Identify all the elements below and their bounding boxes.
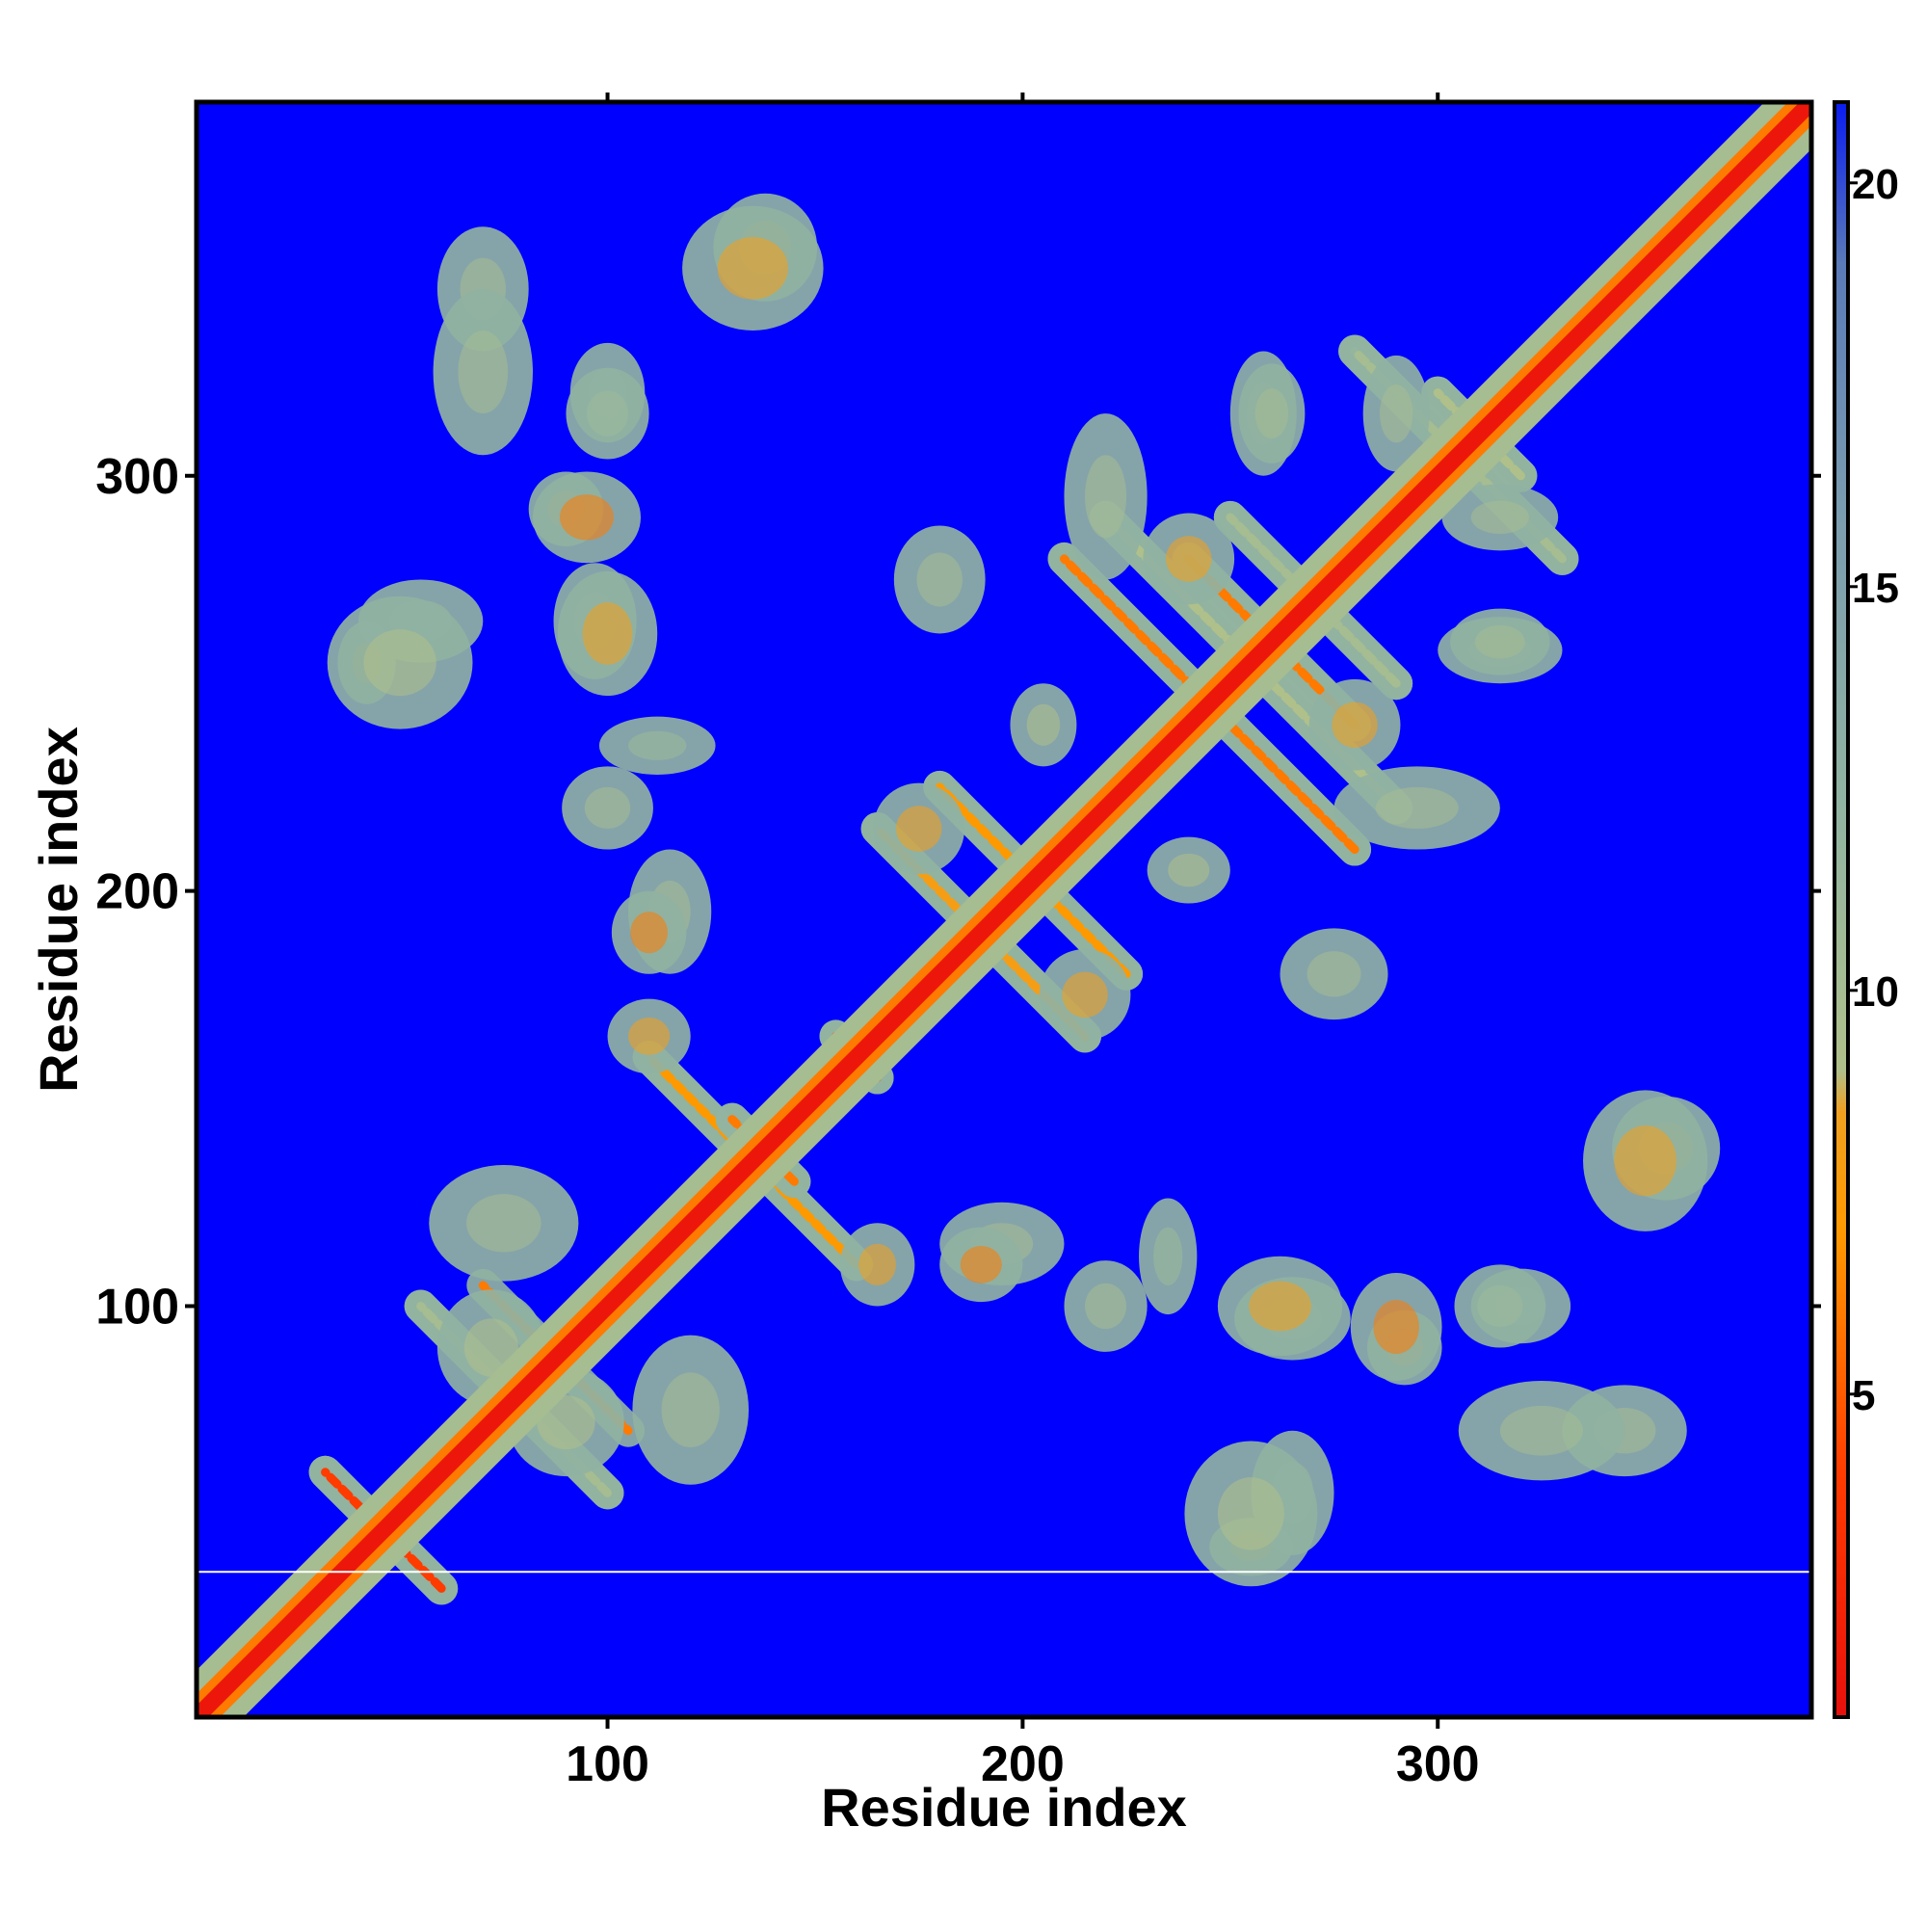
heatmap-blob-core <box>1373 1299 1419 1355</box>
x-axis-label: Residue index <box>821 1777 1187 1838</box>
x-tick-label: 200 <box>981 1736 1065 1792</box>
heatmap-blob-core <box>1153 1227 1183 1285</box>
heatmap-blob-core <box>916 552 963 607</box>
heatmap-blob-core <box>1249 1281 1311 1332</box>
colorbar-tick-label: 5 <box>1852 1372 1875 1419</box>
colorbar-tick-label: 10 <box>1852 968 1899 1016</box>
plot-frame <box>194 99 1814 1720</box>
heatmap-blob-core <box>582 602 633 665</box>
heatmap-blob-core <box>1499 1405 1584 1456</box>
heatmap-blob-core <box>458 330 509 414</box>
x-axis-ticks: 100 200 300 <box>566 93 1480 1792</box>
heatmap-blob-core <box>363 629 436 697</box>
heatmap-blob-core <box>1307 951 1361 997</box>
heatmap-blob-core <box>661 1372 720 1447</box>
heatmap-blob-core <box>584 786 631 829</box>
heatmap-blob-core <box>895 806 942 852</box>
heatmap-blob-core <box>1217 1477 1284 1550</box>
heatmap-blob-core <box>628 730 687 760</box>
heatmap-blob-core <box>1332 701 1378 748</box>
colorbar-tick-label: 15 <box>1852 565 1899 612</box>
heatmap-blob-core <box>630 912 669 954</box>
heatmap-blob-core <box>1166 536 1212 582</box>
heatmap-blob-core <box>1379 384 1413 443</box>
heatmap-blob-core <box>628 1018 671 1055</box>
heatmap-blob-core <box>1062 971 1108 1019</box>
x-tick-label: 100 <box>566 1736 649 1792</box>
colorbar-gradient <box>1835 102 1848 1717</box>
heatmap-blob-core <box>1085 1283 1127 1330</box>
heatmap-blob-core <box>1470 500 1530 535</box>
heatmap-blob-core <box>586 390 629 437</box>
heatmap-blob-core <box>559 494 615 541</box>
heatmap-blob-core <box>1254 388 1289 438</box>
heatmap-blob-core <box>717 237 788 300</box>
heatmap-blob-core <box>1475 624 1525 659</box>
heatmap-blob-core <box>466 1194 541 1253</box>
heatmap-diagonal <box>197 102 1811 1717</box>
heatmap-blob-core <box>858 1243 896 1285</box>
heatmap-blob-core <box>1614 1125 1676 1197</box>
heatmap-blob-core <box>1085 455 1127 539</box>
y-tick-label: 100 <box>95 1279 179 1335</box>
y-axis-label: Residue index <box>28 727 89 1093</box>
colorbar-tick-label: 20 <box>1852 161 1899 208</box>
y-tick-label: 200 <box>95 864 179 920</box>
colorbar-frame <box>1833 100 1850 1719</box>
colorbar: 5 10 15 20 <box>1833 100 1899 1719</box>
heatmap-blob-core <box>1168 853 1210 887</box>
heatmap-blob-core <box>1026 703 1061 746</box>
heatmap-blob-core <box>1477 1284 1523 1328</box>
heatmap-plot-area <box>197 102 1811 1717</box>
heatmap-blob-core <box>1375 786 1459 829</box>
heatmap-blob-core <box>960 1245 1002 1284</box>
colorbar-ticks: 5 10 15 20 <box>1848 161 1899 1419</box>
x-tick-label: 300 <box>1396 1736 1480 1792</box>
y-tick-label: 300 <box>95 449 179 505</box>
y-axis-ticks: 100 200 300 <box>95 449 1821 1335</box>
